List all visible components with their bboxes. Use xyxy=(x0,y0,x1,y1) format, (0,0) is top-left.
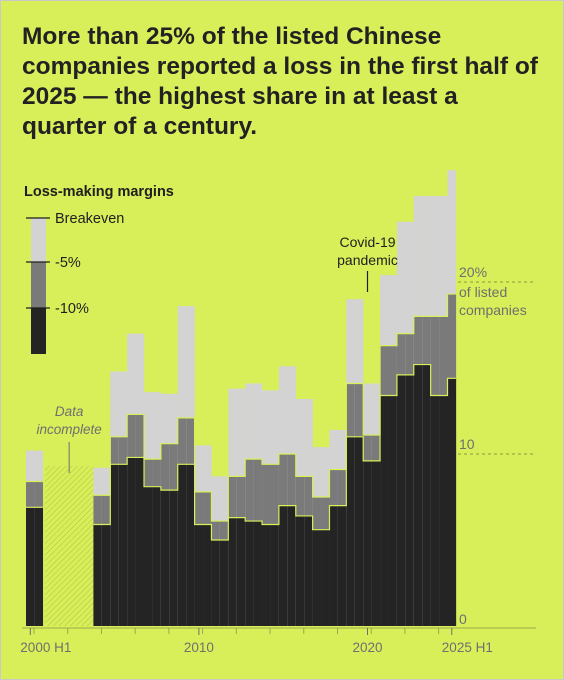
bar-minus10-2018-h1 xyxy=(329,505,339,626)
bar-minus10-2006-h1 xyxy=(127,457,136,626)
bar-minus10-2012-h2 xyxy=(236,517,246,626)
bar-minus10-2015-h1 xyxy=(278,505,288,626)
bar-minus10-2010-h1 xyxy=(194,524,204,626)
data-incomplete-hatch-layer xyxy=(44,466,94,626)
bar-minus10-2021-h2 xyxy=(388,395,398,626)
legend: Loss-making margins Breakeven -5% -10% xyxy=(24,184,174,354)
x-tick-label: 2020 xyxy=(352,640,382,655)
bar-minus10-2020-h2 xyxy=(371,460,381,626)
bar-minus10-2011-h1 xyxy=(211,540,221,626)
bar-minus10-2012-h1 xyxy=(228,517,237,626)
boundary-line-minus10 xyxy=(26,363,456,541)
bar-minus10-2004-h2 xyxy=(101,524,111,626)
bar-minus10-2005-h2 xyxy=(118,464,128,626)
axis-layer: 2000 H1 2010 2020 2025 H1 0 10 20% of listed com… xyxy=(20,264,536,655)
bar-minus10-2008-h2 xyxy=(169,490,178,626)
bar-minus10-2018-h2 xyxy=(337,505,347,626)
legend-swatch-1 xyxy=(31,218,46,262)
bar-minus10-2022-h1 xyxy=(396,374,406,626)
bar-minus10-2024-h1 xyxy=(430,395,440,626)
bar-minus10-2008-h1 xyxy=(160,490,170,626)
y-tick-label: 0 xyxy=(459,611,467,627)
legend-swatch-2 xyxy=(31,262,46,308)
annotation-layer: Covid-19 pandemic Data incomplete xyxy=(37,234,398,473)
bar-minus10-2006-h2 xyxy=(135,457,145,626)
bar-minus10-2021-h1 xyxy=(380,395,389,626)
bar-minus10-2020-h1 xyxy=(363,460,372,626)
chart-title: More than 25% of the listed Chinese comp… xyxy=(22,23,538,140)
bar-minus10-2011-h2 xyxy=(219,540,229,626)
data-incomplete-line2: incomplete xyxy=(37,422,102,437)
legend-label: -5% xyxy=(55,255,81,271)
bar-minus10-2009-h2 xyxy=(186,464,195,626)
bar-minus10-2000-h1 xyxy=(26,507,35,626)
bar-minus10-2013-h1 xyxy=(245,521,254,626)
data-incomplete-line1: Data xyxy=(55,404,84,419)
covid-annotation-line2: pandemic xyxy=(337,252,398,268)
x-tick-label: 2010 xyxy=(184,640,214,655)
bar-minus10-2009-h1 xyxy=(177,464,187,626)
x-tick-label: 2025 H1 xyxy=(442,640,493,655)
y-tick-label: 20% xyxy=(459,264,487,280)
data-incomplete-hatch xyxy=(44,466,94,626)
bar-minus10-2004-h1 xyxy=(93,524,103,626)
legend-label: -10% xyxy=(55,301,89,317)
legend-title: Loss-making margins xyxy=(24,184,174,200)
bar-minus10-2023-h1 xyxy=(413,364,423,626)
bar-minus10-2016-h2 xyxy=(304,515,313,626)
bar-minus10-2019-h2 xyxy=(354,436,364,626)
legend-label: Breakeven xyxy=(55,211,124,227)
bar-minus10-2007-h1 xyxy=(144,486,153,626)
bar-minus10-2017-h1 xyxy=(312,529,322,626)
y-tick-label: 10 xyxy=(459,436,475,452)
y-unit-label-line2: companies xyxy=(459,302,527,318)
covid-annotation-line1: Covid-19 xyxy=(339,234,395,250)
bar-minus10-2016-h1 xyxy=(295,515,305,626)
bar-minus10-2017-h2 xyxy=(321,529,330,626)
boundary-line-minus5 xyxy=(26,293,456,522)
bar-minus10-2015-h2 xyxy=(287,505,296,626)
bar-minus10-2014-h1 xyxy=(262,524,271,626)
bar-minus10-2000-h2 xyxy=(34,507,44,626)
bar-minus10-2025-h1 xyxy=(447,378,457,626)
bar-minus10-2007-h2 xyxy=(152,486,162,626)
legend-swatch-3 xyxy=(31,308,46,354)
bar-minus10-2022-h2 xyxy=(405,374,414,626)
bars-layer xyxy=(26,170,457,627)
bar-minus10-2005-h1 xyxy=(110,464,119,626)
bar-minus10-2013-h2 xyxy=(253,521,263,626)
bar-minus10-2019-h1 xyxy=(346,436,355,626)
bar-minus10-2010-h2 xyxy=(203,524,212,626)
bar-minus10-2023-h2 xyxy=(422,364,431,626)
bar-minus10-2014-h2 xyxy=(270,524,280,626)
x-tick-label: 2000 H1 xyxy=(20,640,71,655)
y-unit-label-line1: of listed xyxy=(459,284,507,300)
bar-minus10-2024-h2 xyxy=(439,395,448,626)
